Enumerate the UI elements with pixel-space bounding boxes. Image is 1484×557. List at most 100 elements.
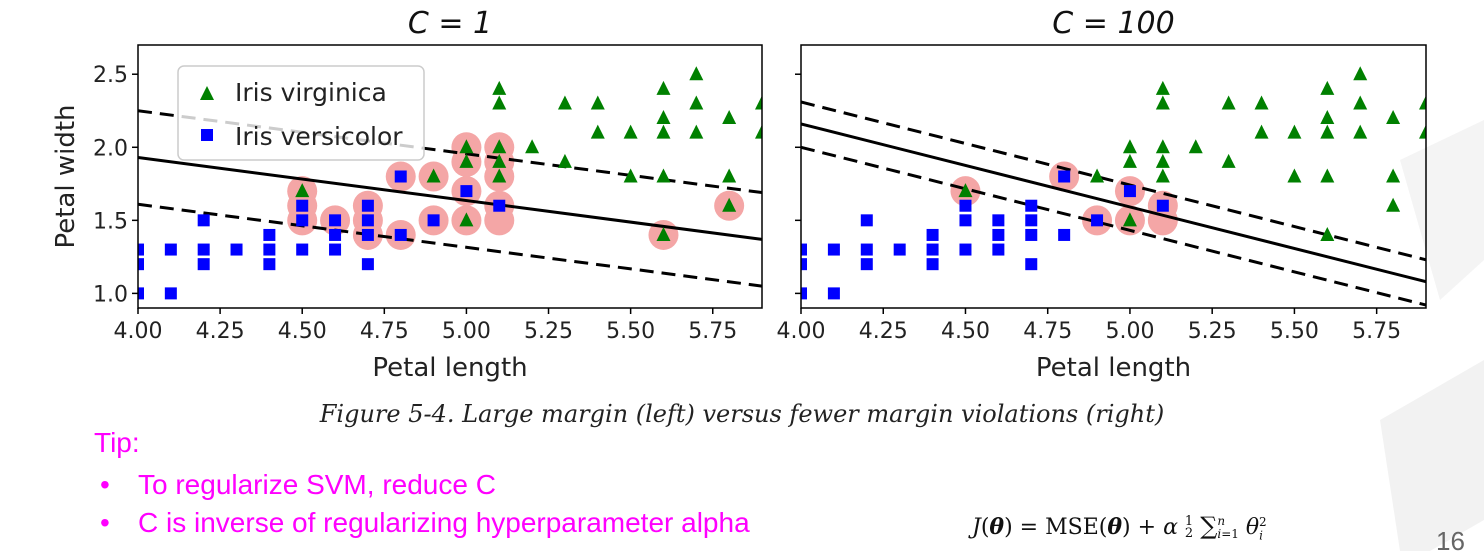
virginica-point — [1090, 168, 1105, 183]
legend-triangle-marker — [200, 86, 214, 100]
versicolor-point — [860, 258, 873, 271]
virginica-point — [755, 124, 762, 139]
versicolor-point — [493, 199, 506, 212]
margin-line — [138, 202, 762, 288]
versicolor-point — [329, 214, 342, 227]
virginica-point — [656, 168, 671, 183]
virginica-point — [755, 95, 762, 110]
versicolor-point — [263, 228, 276, 241]
virginica-point — [623, 168, 638, 183]
legend-box — [177, 65, 425, 161]
virginica-point — [1353, 95, 1368, 110]
virginica-point — [1353, 66, 1368, 81]
virginica-point — [1254, 95, 1269, 110]
virginica-point — [459, 153, 474, 168]
tip-heading: Tip: — [94, 427, 140, 458]
virginica-point — [1386, 110, 1401, 125]
plot-frame — [137, 44, 763, 309]
x-tick-label: 5.50 — [1270, 319, 1319, 344]
virginica-point — [492, 139, 507, 154]
virginica-point — [1287, 124, 1302, 139]
virginica-point — [689, 124, 704, 139]
versicolor-point — [138, 258, 144, 271]
virginica-point — [492, 80, 507, 95]
x-tick-label: 4.75 — [360, 319, 409, 344]
plot-frame — [800, 44, 1427, 309]
versicolor-point — [138, 287, 144, 300]
x-tick-label: 4.50 — [941, 319, 990, 344]
virginica-point — [656, 124, 671, 139]
decision-boundary-line — [801, 122, 1426, 284]
svm-margin-charts: Iris virginica Iris versicolor 4.00 4.25 4.5… — [51, 6, 1427, 383]
versicolor-point — [460, 185, 473, 198]
versicolor-point — [801, 243, 807, 256]
versicolor-point — [801, 287, 807, 300]
virginica-point — [1386, 197, 1401, 212]
virginica-point — [722, 110, 737, 125]
margin-line — [138, 109, 762, 195]
versicolor-point — [1025, 228, 1038, 241]
versicolor-point — [893, 243, 906, 256]
versicolor-point — [992, 228, 1005, 241]
x-axis-label: Petal length — [1036, 353, 1191, 383]
tip-item: • To regularize SVM, reduce C — [94, 466, 750, 504]
virginica-point — [1122, 139, 1137, 154]
tip-item-text: C is inverse of regularizing hyperparame… — [138, 507, 750, 538]
versicolor-point — [860, 243, 873, 256]
figure-caption: Figure 5-4. Large margin (left) versus f… — [319, 400, 1165, 428]
virginica-point — [1320, 124, 1335, 139]
versicolor-point — [197, 214, 210, 227]
virginica-point — [656, 80, 671, 95]
virginica-point — [1320, 226, 1335, 241]
chart-panel-2: 4.00 4.25 4.50 4.75 5.00 5.25 5.50 5.75 Petal le… — [777, 6, 1427, 383]
virginica-point — [656, 110, 671, 125]
versicolor-point — [361, 228, 374, 241]
plot-area — [138, 66, 762, 300]
versicolor-point — [197, 243, 210, 256]
versicolor-point — [361, 199, 374, 212]
plot-area — [801, 66, 1426, 307]
versicolor-point — [926, 258, 939, 271]
virginica-point — [689, 95, 704, 110]
virginica-point — [722, 197, 737, 212]
virginica-point — [623, 124, 638, 139]
x-tick-label: 4.25 — [196, 319, 245, 344]
virginica-point — [459, 139, 474, 154]
virginica-point — [1155, 139, 1170, 154]
versicolor-point — [1025, 199, 1038, 212]
virginica-point — [557, 153, 572, 168]
virginica-point — [1320, 80, 1335, 95]
versicolor-point — [296, 243, 309, 256]
margin-line — [801, 145, 1426, 307]
virginica-point — [1155, 168, 1170, 183]
versicolor-point — [361, 214, 374, 227]
x-tick-label: 5.75 — [688, 319, 737, 344]
virginica-point — [295, 183, 310, 198]
x-tick-label: 5.50 — [606, 319, 655, 344]
versicolor-point — [959, 199, 972, 212]
versicolor-point — [1091, 214, 1104, 227]
versicolor-point — [1156, 199, 1169, 212]
virginica-point — [1353, 124, 1368, 139]
versicolor-point — [394, 170, 407, 183]
legend-label: Iris versicolor — [235, 122, 403, 151]
x-tick-label: 4.50 — [278, 319, 327, 344]
versicolor-point — [394, 228, 407, 241]
virginica-point — [1419, 95, 1426, 110]
bullet-icon: • — [100, 469, 110, 500]
versicolor-point — [427, 214, 440, 227]
versicolor-point — [263, 243, 276, 256]
versicolor-point — [992, 243, 1005, 256]
versicolor-point — [164, 243, 177, 256]
versicolor-point — [926, 228, 939, 241]
chart-title: C = 1 — [408, 6, 492, 41]
virginica-point — [1419, 124, 1426, 139]
virginica-point — [492, 168, 507, 183]
chart-panel-1: Iris virginica Iris versicolor 4.00 4.25 4.5… — [51, 6, 763, 383]
versicolor-point — [138, 243, 144, 256]
tip-list: • To regularize SVM, reduce C • C is inver… — [94, 466, 750, 542]
versicolor-point — [296, 199, 309, 212]
virginica-point — [1320, 110, 1335, 125]
